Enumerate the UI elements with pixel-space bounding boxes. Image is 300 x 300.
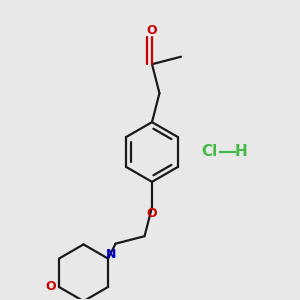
Text: Cl: Cl xyxy=(202,145,218,160)
Text: O: O xyxy=(147,24,157,37)
Text: O: O xyxy=(46,280,56,293)
Text: N: N xyxy=(106,248,116,261)
Text: O: O xyxy=(147,207,157,220)
Text: H: H xyxy=(234,145,247,160)
